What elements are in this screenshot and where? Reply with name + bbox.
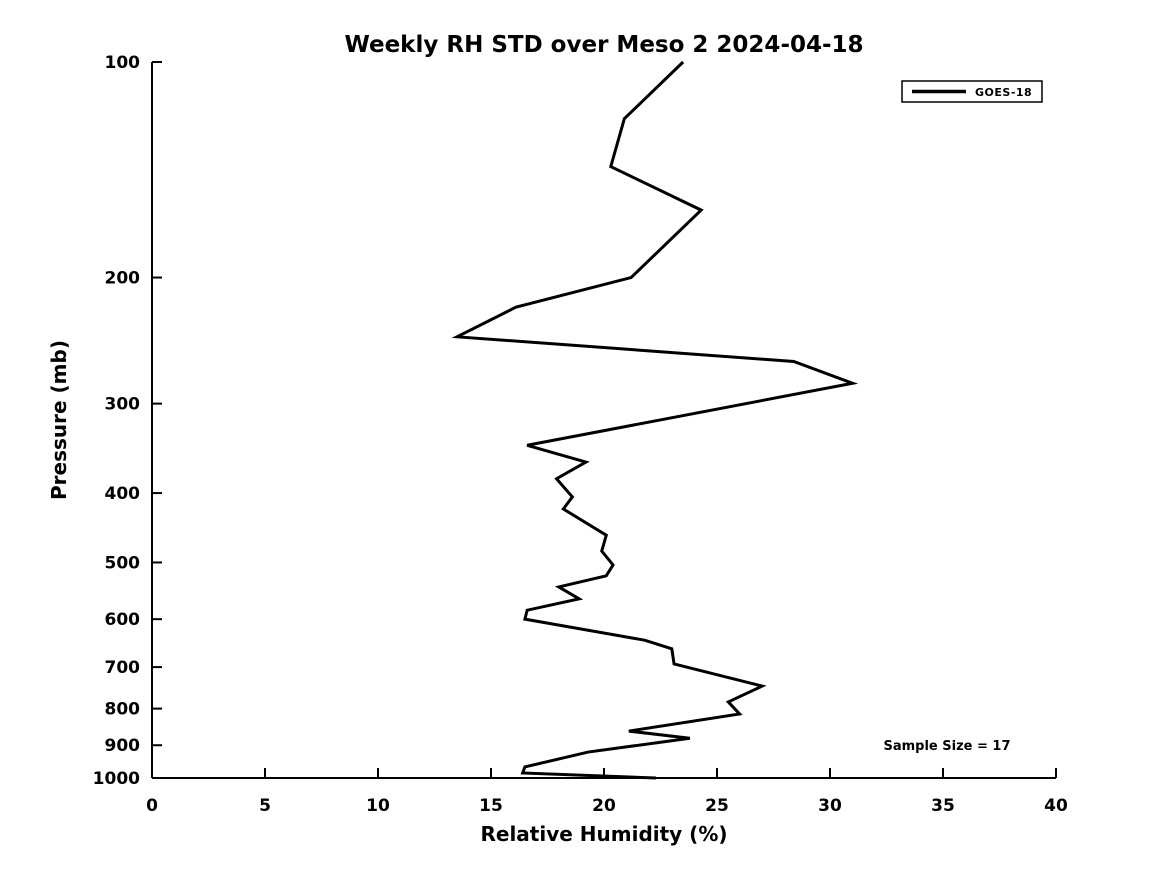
y-tick-label: 800 xyxy=(105,700,141,720)
y-axis-ticks: 100 200 300 400 500 600 700 800 900 1000 xyxy=(93,53,162,789)
legend: GOES-18 xyxy=(901,80,1043,103)
x-axis-label: Relative Humidity (%) xyxy=(480,822,727,846)
y-tick-label: 200 xyxy=(105,269,141,289)
chart-title: Weekly RH STD over Meso 2 2024-04-18 xyxy=(344,32,863,58)
sample-size-annotation: Sample Size = 17 xyxy=(883,739,1010,754)
y-tick-label: 1000 xyxy=(93,769,140,789)
x-tick-label: 25 xyxy=(705,796,729,816)
x-tick-label: 10 xyxy=(366,796,390,816)
x-tick-label: 40 xyxy=(1044,796,1068,816)
legend-label: GOES-18 xyxy=(975,86,1032,99)
y-tick-label: 900 xyxy=(105,736,141,756)
y-axis-label: Pressure (mb) xyxy=(47,340,71,500)
goes-18-series-line xyxy=(451,60,859,780)
y-tick-label: 300 xyxy=(105,395,141,415)
x-tick-label: 35 xyxy=(931,796,955,816)
x-tick-label: 15 xyxy=(479,796,503,816)
y-tick-label: 400 xyxy=(105,484,141,504)
x-tick-label: 5 xyxy=(259,796,271,816)
legend-box xyxy=(901,80,1043,103)
x-tick-label: 0 xyxy=(146,796,158,816)
x-tick-label: 20 xyxy=(592,796,616,816)
y-tick-label: 100 xyxy=(105,53,141,73)
y-tick-label: 500 xyxy=(105,553,141,573)
x-axis-ticks: 0 5 10 15 20 25 30 35 40 xyxy=(146,768,1068,816)
y-tick-label: 600 xyxy=(105,610,141,630)
y-tick-label: 700 xyxy=(105,658,141,678)
x-tick-label: 30 xyxy=(818,796,842,816)
